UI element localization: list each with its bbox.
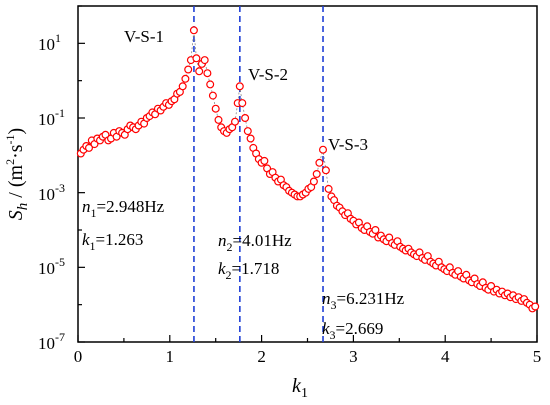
data-point xyxy=(200,56,209,65)
y-ticks xyxy=(78,5,85,343)
data-point xyxy=(195,67,204,76)
data-point xyxy=(181,74,190,83)
data-point xyxy=(214,115,223,124)
data-point xyxy=(312,170,321,179)
data-point xyxy=(319,145,328,154)
data-point xyxy=(231,117,240,126)
series-line xyxy=(80,30,536,309)
y-tick-label: 10-1 xyxy=(38,106,65,129)
data-point xyxy=(184,65,193,74)
annotation-n1: n1=2.948Hz xyxy=(82,197,165,220)
data-point xyxy=(189,26,198,35)
peak-label-3: V-S-3 xyxy=(328,135,368,154)
vertical-lines xyxy=(193,6,324,342)
data-point xyxy=(192,54,201,63)
plot-frame xyxy=(77,5,538,343)
y-axis-title: Sh / (m2·s-1) xyxy=(3,128,31,220)
x-tick-label: 4 xyxy=(441,347,450,366)
data-point xyxy=(206,80,215,89)
data-point xyxy=(315,158,324,167)
data-point xyxy=(260,156,269,165)
x-tick-label: 2 xyxy=(257,347,266,366)
y-tick-label: 10-3 xyxy=(38,181,65,204)
y-tick-label: 10-5 xyxy=(38,255,65,278)
data-point xyxy=(84,143,93,152)
data-point xyxy=(241,113,250,122)
data-point xyxy=(211,104,220,113)
data-point xyxy=(321,166,330,175)
data-point xyxy=(324,184,333,193)
annotation-n2: n2=4.01Hz xyxy=(218,231,292,254)
data-point xyxy=(531,302,540,311)
data-point xyxy=(309,177,318,186)
peak-label-2: V-S-2 xyxy=(248,65,288,84)
data-point xyxy=(371,226,380,235)
x-axis-title: k1 xyxy=(292,375,308,401)
data-point xyxy=(243,127,252,136)
x-tick-label: 0 xyxy=(74,347,83,366)
data-point xyxy=(178,82,187,91)
data-point xyxy=(246,134,255,143)
annotation-k3: k3=2.669 xyxy=(322,319,383,342)
y-tick-label: 101 xyxy=(38,31,61,54)
data-point xyxy=(203,69,212,78)
series-1 xyxy=(76,26,540,313)
x-tick-label: 5 xyxy=(533,347,542,366)
x-tick-label: 3 xyxy=(349,347,358,366)
y-tick-labels: 101 10-1 10-3 10-5 10-7 xyxy=(38,31,65,353)
annotation-n3: n3=6.231Hz xyxy=(322,289,405,312)
annotation-k1: k1=1.263 xyxy=(82,230,143,253)
x-tick-labels: 0 1 2 3 4 5 xyxy=(74,347,542,366)
data-point xyxy=(238,99,247,108)
x-ticks xyxy=(77,335,538,342)
x-tick-label: 1 xyxy=(166,347,175,366)
peak-label-1: V-S-1 xyxy=(124,27,164,46)
data-point xyxy=(208,91,217,100)
y-tick-label: 10-7 xyxy=(38,330,65,353)
annotation-k2: k2=1.718 xyxy=(218,259,279,282)
data-point xyxy=(235,82,244,91)
